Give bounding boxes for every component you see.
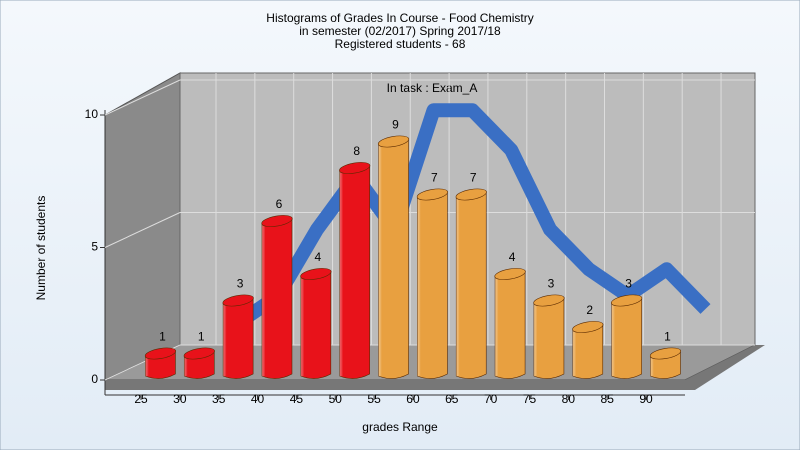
data-label: 4 bbox=[314, 250, 321, 264]
x-tick-label: 80 bbox=[562, 392, 576, 406]
bar-top bbox=[494, 268, 526, 280]
data-label: 3 bbox=[548, 277, 555, 291]
bar-shine bbox=[145, 354, 157, 377]
chart-title: Histograms of Grades In Course - Food Ch… bbox=[266, 11, 533, 25]
x-tick-label: 40 bbox=[251, 392, 265, 406]
bar-top bbox=[649, 347, 682, 360]
y-axis-label: Number of students bbox=[34, 196, 48, 301]
bar-top bbox=[533, 294, 565, 307]
data-label: 9 bbox=[392, 118, 399, 132]
bar-shine bbox=[572, 328, 584, 377]
x-axis-label: grades Range bbox=[362, 420, 438, 434]
floor-edge bbox=[105, 345, 765, 390]
bar-shine bbox=[184, 354, 196, 377]
bar-top bbox=[339, 162, 371, 174]
data-label: 7 bbox=[431, 171, 438, 185]
x-tick-label: 75 bbox=[523, 392, 537, 406]
data-label: 8 bbox=[353, 144, 360, 158]
bar-shine bbox=[495, 275, 507, 377]
chart-title: in semester (02/2017) Spring 2017/18 bbox=[299, 24, 501, 38]
data-label: 4 bbox=[509, 250, 516, 264]
bar-shine bbox=[650, 354, 662, 377]
bar-shine bbox=[456, 195, 468, 377]
data-label: 6 bbox=[276, 197, 283, 211]
bar-top bbox=[416, 188, 448, 201]
data-label: 1 bbox=[159, 330, 166, 344]
x-tick-label: 65 bbox=[445, 392, 459, 406]
bar-top bbox=[261, 215, 293, 227]
chart-title: Registered students - 68 bbox=[335, 37, 466, 51]
bar-shine bbox=[223, 301, 235, 377]
left-wall bbox=[104, 72, 181, 381]
bar-shine bbox=[339, 169, 351, 377]
x-tick-label: 90 bbox=[639, 392, 653, 406]
data-label: 3 bbox=[237, 277, 244, 291]
subtitle: In task : Exam_A bbox=[387, 81, 478, 95]
bar-top bbox=[572, 321, 604, 333]
x-tick-label: 50 bbox=[329, 392, 343, 406]
data-label: 1 bbox=[664, 330, 671, 344]
bar-top bbox=[144, 347, 177, 360]
x-tick-label: 45 bbox=[290, 392, 304, 406]
x-tick-label: 35 bbox=[212, 392, 226, 406]
bar-shine bbox=[378, 142, 390, 377]
data-label: 1 bbox=[198, 330, 205, 344]
data-label: 7 bbox=[470, 171, 477, 185]
y-tick-label: 5 bbox=[91, 240, 98, 254]
bar-top bbox=[300, 268, 332, 280]
grid-line bbox=[104, 79, 181, 116]
bar-top bbox=[183, 347, 215, 360]
x-tick-label: 25 bbox=[134, 392, 148, 406]
x-tick-label: 55 bbox=[367, 392, 381, 406]
x-tick-label: 70 bbox=[484, 392, 498, 406]
bar-top bbox=[377, 135, 410, 148]
bar-top bbox=[222, 294, 254, 307]
bar-top bbox=[611, 294, 643, 307]
data-label: 3 bbox=[625, 277, 632, 291]
bar-shine bbox=[261, 222, 273, 377]
x-tick-label: 60 bbox=[406, 392, 420, 406]
x-tick-label: 85 bbox=[601, 392, 615, 406]
x-tick-label: 30 bbox=[173, 392, 187, 406]
bar-shine bbox=[300, 275, 312, 377]
grid-line bbox=[104, 212, 181, 248]
data-label: 2 bbox=[586, 303, 593, 317]
y-tick-label: 10 bbox=[85, 107, 99, 121]
bar-shine bbox=[417, 195, 429, 377]
y-tick-label: 0 bbox=[91, 372, 98, 386]
bar-top bbox=[455, 188, 487, 201]
bar-shine bbox=[611, 301, 623, 377]
bar-shine bbox=[533, 301, 545, 377]
